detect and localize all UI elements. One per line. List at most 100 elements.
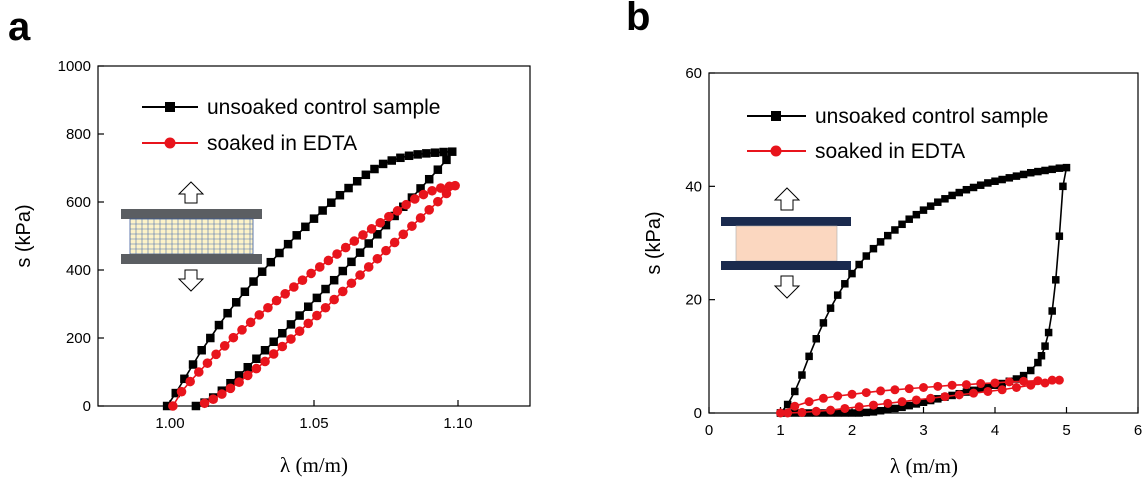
panel-b-y-tick-label: 40 xyxy=(685,178,702,195)
panel-a-data-point xyxy=(191,401,201,411)
panel-a-data-point xyxy=(312,310,322,321)
panel-a-legend-label-edta: soaked in EDTA xyxy=(207,132,357,155)
panel-b-data-point xyxy=(898,220,906,229)
panel-a-data-point xyxy=(439,147,448,157)
panel-a-data-point xyxy=(278,328,287,338)
panel-b-data-point xyxy=(926,202,935,210)
panel-b-data-point xyxy=(1019,371,1028,380)
panel-a-data-point xyxy=(237,325,247,335)
panel-b-data-point xyxy=(898,403,906,412)
panel-a-x-tick-label: 1.10 xyxy=(443,415,472,432)
panel-b-data-point xyxy=(1037,352,1046,360)
panel-a-data-point xyxy=(352,177,362,186)
panel-a-data-point xyxy=(251,363,262,374)
panel-b-data-point xyxy=(883,398,893,408)
panel-a-data-point xyxy=(312,293,322,303)
panel-b-data-point xyxy=(919,206,928,214)
panel-b-data-point xyxy=(934,395,942,403)
panel-b-series xyxy=(776,163,1071,418)
panel-b-data-point xyxy=(855,409,863,417)
panel-a-data-point xyxy=(225,383,236,394)
panel-b-data-point xyxy=(1055,164,1064,172)
panel-a-data-point xyxy=(228,332,239,343)
panel-b-data-point xyxy=(798,371,806,379)
panel-b-data-point xyxy=(805,409,813,417)
panel-b-data-point xyxy=(1027,366,1035,375)
panel-a-data-point xyxy=(314,262,325,272)
panel-b-data-point xyxy=(868,400,878,410)
panel-a-data-point xyxy=(194,367,204,377)
panel-b-data-point xyxy=(1019,376,1029,386)
panel-b-data-point xyxy=(1048,165,1056,174)
panel-a-series-line-0 xyxy=(166,150,454,407)
panel-a-data-point xyxy=(211,349,221,360)
panel-a-data-point xyxy=(410,194,420,204)
panel-b-data-point xyxy=(919,383,928,392)
panel-a-data-point xyxy=(318,206,327,215)
panel-b-data-point xyxy=(1004,377,1014,387)
panel-a-y-tick-label: 1000 xyxy=(58,58,91,75)
panel-b-data-point xyxy=(976,384,985,393)
panel-b-y-axis-label: s (kPa) xyxy=(643,211,665,274)
panel-a-data-point xyxy=(223,308,232,318)
panel-b-data-point xyxy=(1055,232,1064,240)
panel-b-data-point xyxy=(1048,307,1056,315)
panel-b-data-point xyxy=(1034,167,1042,176)
panel-a-data-point xyxy=(202,358,213,368)
panel-a-data-point xyxy=(344,183,353,193)
panel-a-data-point xyxy=(396,153,405,163)
panel-b-data-point xyxy=(841,409,849,417)
panel-b-y-tick-label: 0 xyxy=(694,405,702,422)
panel-b-data-point xyxy=(998,379,1006,388)
panel-b-data-point xyxy=(969,183,978,192)
panel-a-data-point xyxy=(208,394,218,405)
panel-b-data-point xyxy=(826,405,836,415)
panel-b-data-point xyxy=(911,395,921,405)
panel-b-y-tick-label: 60 xyxy=(685,65,702,82)
panel-b-data-point xyxy=(998,175,1006,184)
panel-b-data-point xyxy=(811,406,821,416)
panel-a-data-point xyxy=(176,386,187,397)
panel-a-data-point xyxy=(242,370,253,381)
tension-up-arrow-icon xyxy=(773,187,801,211)
panel-a-x-tick-label: 1.05 xyxy=(299,415,328,432)
panel-a-data-point xyxy=(418,189,429,200)
panel-b-data-point xyxy=(891,226,899,234)
panel-a-data-point xyxy=(422,149,431,158)
panel-a-x-axis-label: λ (m/m) xyxy=(280,453,348,477)
panel-a-data-point xyxy=(347,257,356,267)
panel-b-data-point xyxy=(1059,182,1067,191)
panel-b-data-point xyxy=(991,177,999,185)
panel-a-data-point xyxy=(234,371,244,380)
panel-a-series xyxy=(162,147,460,411)
panel-a-data-point xyxy=(301,222,310,232)
panel-a-data-point xyxy=(257,267,267,276)
panel-b-data-point xyxy=(919,398,928,406)
panel-b-data-point xyxy=(1033,376,1043,386)
panel-a-data-point xyxy=(355,248,365,257)
panel-a-data-point xyxy=(199,398,210,409)
panel-b-data-point xyxy=(876,238,885,246)
panel-b-data-point xyxy=(962,185,971,194)
panel-b-letter: b xyxy=(626,0,650,39)
panel-a-data-point xyxy=(180,374,189,384)
panel-b-x-tick-label: 4 xyxy=(991,422,999,439)
panel-a-data-point xyxy=(363,262,374,272)
panel-a-data-point xyxy=(332,249,342,259)
panel-a-data-point xyxy=(217,389,227,399)
panel-a-data-point xyxy=(361,170,371,180)
panel-a-data-point xyxy=(188,360,198,369)
panel-b-data-point xyxy=(797,407,807,417)
panel-a-data-point xyxy=(323,255,334,266)
panel-a-data-point xyxy=(226,378,235,388)
panel-a-data-point xyxy=(375,217,386,228)
panel-b-data-point xyxy=(1027,168,1035,177)
panel-a-data-point xyxy=(407,221,417,231)
panel-a-data-point xyxy=(390,211,399,221)
panel-b-data-point xyxy=(890,385,900,395)
panel-b-data-point xyxy=(1012,172,1021,180)
panel-a-data-point xyxy=(275,248,284,258)
panel-a-data-point xyxy=(366,224,377,234)
panel-a-legend: unsoaked control sample soaked in EDTA xyxy=(142,96,440,155)
panel-b-legend-marker-edta xyxy=(770,145,782,157)
